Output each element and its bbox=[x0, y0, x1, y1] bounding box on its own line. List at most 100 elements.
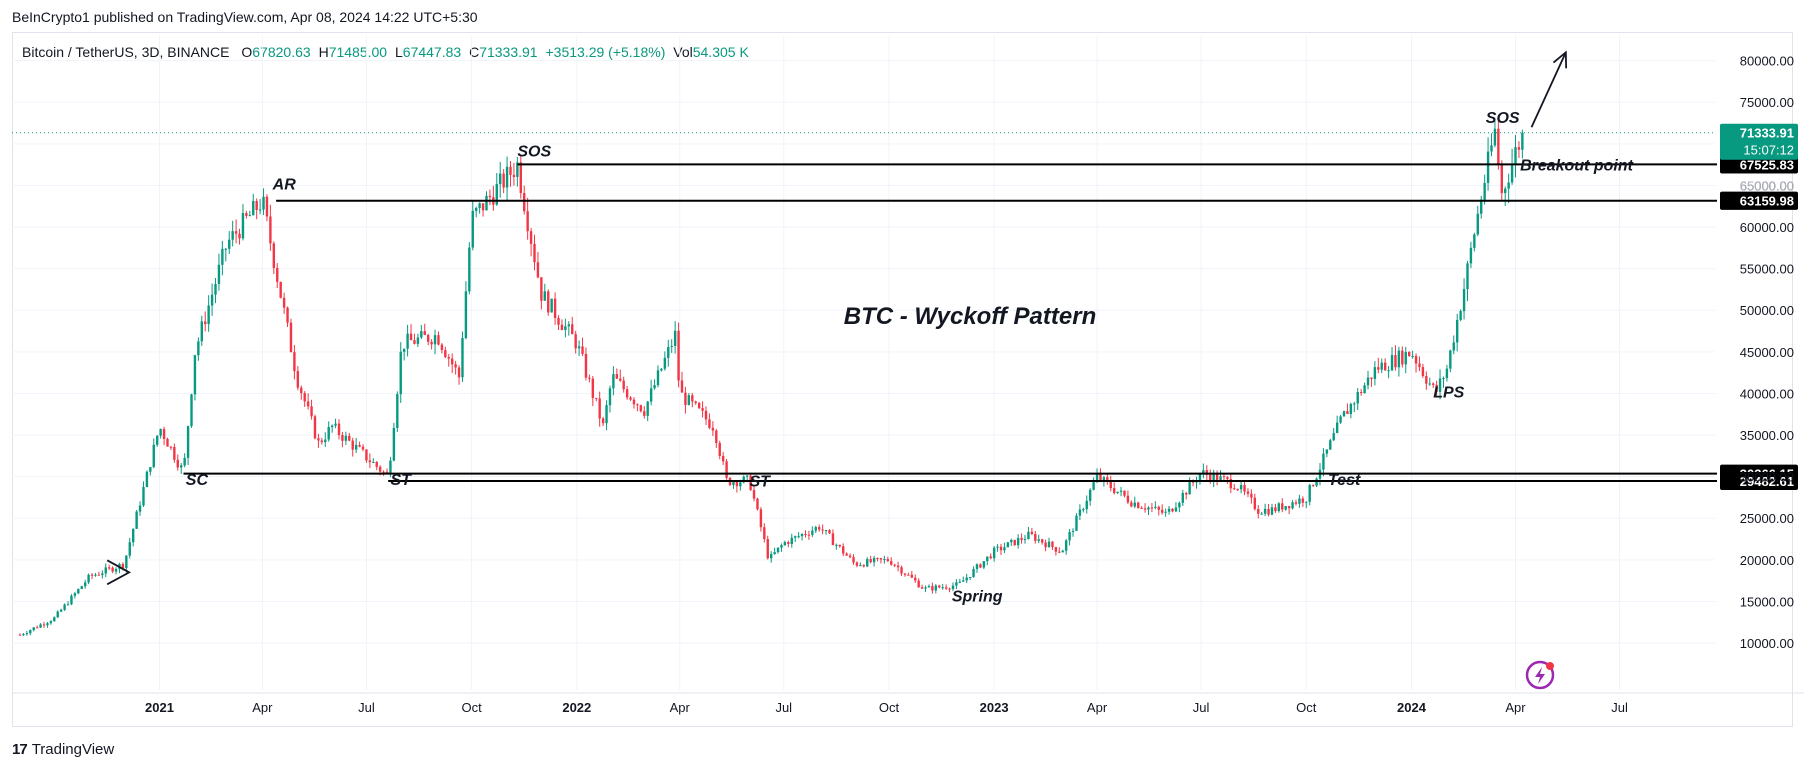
candle-body bbox=[1380, 362, 1383, 370]
candle-body bbox=[1370, 377, 1373, 379]
candle-body bbox=[883, 559, 886, 561]
time-tick-label: Oct bbox=[879, 700, 900, 715]
candle-body bbox=[49, 621, 53, 624]
candle-body bbox=[533, 243, 536, 263]
candle-body bbox=[807, 534, 811, 536]
candle-body bbox=[238, 233, 241, 239]
candle-body bbox=[739, 482, 742, 487]
candle-body bbox=[248, 215, 252, 217]
candle-body bbox=[1188, 481, 1191, 495]
candle-body bbox=[776, 547, 780, 553]
candle-body bbox=[619, 378, 622, 381]
candle-body bbox=[982, 561, 986, 568]
candle-body bbox=[900, 567, 903, 574]
wyckoff-annotation: SOS bbox=[517, 143, 551, 160]
candle-body bbox=[1178, 502, 1181, 508]
candle-body bbox=[1497, 128, 1500, 165]
candle-body bbox=[1116, 491, 1119, 494]
price-tick-label: 40000.00 bbox=[1740, 386, 1794, 401]
candle-body bbox=[749, 475, 752, 491]
candle-body bbox=[1246, 491, 1250, 494]
lightning-icon[interactable] bbox=[1525, 660, 1555, 690]
candle-body bbox=[639, 405, 643, 412]
candle-body bbox=[577, 346, 581, 349]
candle-body bbox=[162, 429, 166, 439]
price-tick-label: 25000.00 bbox=[1740, 511, 1794, 526]
candle-body bbox=[1016, 537, 1020, 546]
candle-body bbox=[769, 554, 773, 559]
candle-body bbox=[766, 539, 769, 559]
last-price-label: 71333.91 bbox=[1740, 126, 1794, 141]
candle-body bbox=[354, 444, 358, 450]
candle-body bbox=[128, 542, 131, 556]
candle-body bbox=[121, 563, 125, 569]
candle-body bbox=[499, 173, 502, 185]
candle-body bbox=[824, 530, 828, 532]
candle-body bbox=[1257, 509, 1260, 514]
candle-body bbox=[94, 574, 97, 576]
tradingview-logo-icon: 17 bbox=[12, 741, 28, 758]
price-tick-label: 55000.00 bbox=[1740, 262, 1794, 277]
candle-body bbox=[1277, 503, 1281, 512]
candle-body bbox=[183, 457, 186, 466]
candle-body bbox=[1353, 403, 1356, 405]
candle-body bbox=[523, 193, 526, 212]
candle-body bbox=[601, 418, 605, 424]
candle-body bbox=[1284, 506, 1287, 510]
candle-body bbox=[104, 567, 107, 574]
candle-body bbox=[677, 330, 680, 381]
candle-body bbox=[951, 585, 955, 589]
candle-body bbox=[361, 446, 365, 450]
candle-body bbox=[327, 427, 330, 440]
candle-body bbox=[543, 291, 547, 301]
candle-body bbox=[1270, 507, 1274, 515]
level-price-tag bbox=[1720, 191, 1798, 210]
candle-body bbox=[855, 562, 859, 566]
candle-body bbox=[903, 573, 907, 575]
candle-body bbox=[965, 577, 968, 581]
candle-body bbox=[1147, 507, 1150, 510]
candle-body bbox=[440, 344, 444, 351]
candle-body bbox=[574, 334, 577, 349]
wyckoff-annotation: AR bbox=[272, 177, 297, 194]
candle-body bbox=[224, 248, 228, 250]
candle-body bbox=[697, 402, 701, 409]
candle-body bbox=[1054, 547, 1058, 552]
time-tick-label: Jul bbox=[358, 700, 375, 715]
candle-body bbox=[1209, 474, 1212, 482]
tradingview-footer[interactable]: 17 TradingView bbox=[12, 741, 114, 758]
candle-body bbox=[1411, 355, 1414, 357]
candle-body bbox=[1140, 507, 1143, 509]
candle-body bbox=[914, 577, 917, 581]
candle-body bbox=[337, 423, 341, 436]
candle-body bbox=[481, 203, 485, 211]
candle-body bbox=[540, 277, 543, 301]
candle-body bbox=[756, 498, 759, 510]
candle-body bbox=[1346, 411, 1349, 415]
candle-body bbox=[660, 368, 663, 371]
candle-body bbox=[848, 555, 852, 558]
candle-body bbox=[1414, 355, 1418, 364]
candle-body bbox=[173, 446, 176, 460]
candle-body bbox=[1404, 351, 1407, 365]
candle-body bbox=[1363, 385, 1366, 394]
candle-body bbox=[471, 210, 474, 248]
candle-body bbox=[39, 624, 42, 628]
symbol-name[interactable]: Bitcoin / TetherUS, 3D, BINANCE bbox=[22, 44, 230, 60]
candle-body bbox=[437, 335, 440, 345]
candle-body bbox=[303, 393, 306, 402]
wyckoff-annotation: Test bbox=[1328, 472, 1361, 489]
candle-body bbox=[145, 471, 149, 488]
candle-body bbox=[752, 490, 756, 499]
chart-title: BTC - Wyckoff Pattern bbox=[844, 303, 1096, 330]
candle-body bbox=[66, 604, 70, 606]
candle-body bbox=[656, 370, 660, 386]
candle-body bbox=[245, 213, 248, 216]
candle-body bbox=[581, 346, 584, 354]
candle-body bbox=[1181, 492, 1184, 503]
candle-body bbox=[258, 209, 262, 211]
candle-body bbox=[193, 355, 197, 395]
candle-body bbox=[536, 262, 540, 278]
